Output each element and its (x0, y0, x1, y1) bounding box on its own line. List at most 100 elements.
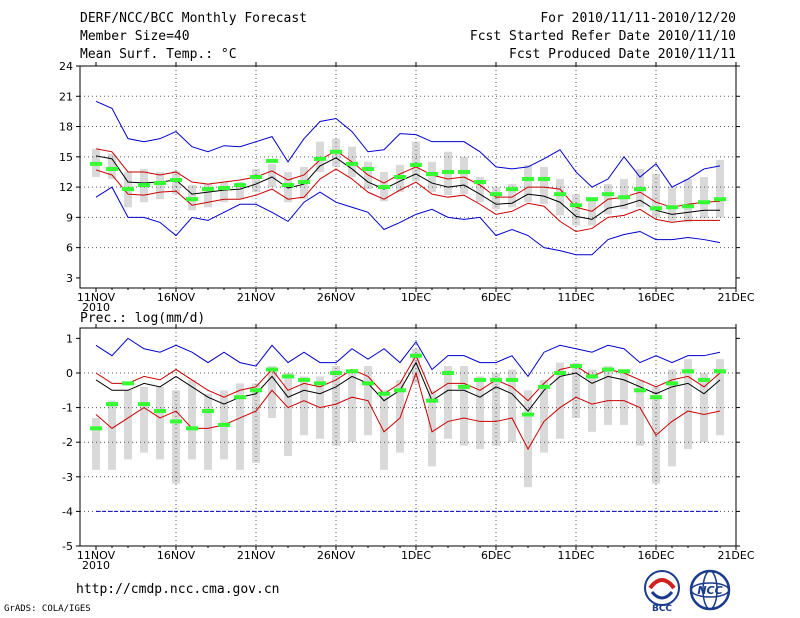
grads-credit: GrADS: COLA/IGES (4, 604, 91, 614)
variable-label: Mean Surf. Temp.: °C (80, 47, 237, 62)
prec-obs-marker (666, 381, 678, 386)
temp-ytick-label: 12 (59, 181, 73, 194)
temp-box (476, 177, 484, 203)
prec-box (636, 379, 644, 446)
prec-xtick-label: 11NOV (77, 549, 116, 562)
prec-obs-marker (314, 381, 326, 386)
prec-obs-marker (394, 388, 406, 393)
temp-box (668, 187, 676, 222)
temp-obs-marker (538, 177, 550, 182)
prec-box (380, 390, 388, 470)
prec-obs-marker (410, 353, 422, 358)
prec-obs-marker (330, 370, 342, 375)
temp-box (684, 179, 692, 223)
prec-obs-marker (682, 369, 694, 374)
prec-box (508, 369, 516, 443)
bcc-logo-text: BCC (652, 604, 672, 612)
prec-series-max (95, 337, 721, 378)
prec-box (300, 376, 308, 436)
temp-box (252, 168, 260, 193)
temp-xtick-label: 11NOV (77, 291, 116, 304)
temp-box (460, 156, 468, 195)
temp-obs-marker (634, 187, 646, 192)
prec-box (492, 372, 500, 446)
prec-obs-marker (378, 391, 390, 396)
prec-box (476, 376, 484, 450)
prec-box (348, 369, 356, 443)
prec-xtick-label: 21DEC (717, 549, 754, 562)
temp-obs-marker (522, 177, 534, 182)
prec-box (108, 400, 116, 470)
temp-obs-marker (490, 192, 502, 197)
temp-obs-marker (330, 149, 342, 154)
temp-obs-marker (410, 162, 422, 167)
prec-xtick-label: 16NOV (157, 549, 196, 562)
temp-box (652, 173, 660, 218)
temp-xtick-label: 11DEC (557, 291, 594, 304)
prec-box (460, 366, 468, 446)
prec-xtick-label: 6DEC (481, 549, 511, 562)
prec-frame (79, 327, 737, 547)
prec-xtick-label: 26NOV (317, 549, 356, 562)
source-url[interactable]: http://cmdp.ncc.cma.gov.cn (76, 582, 280, 597)
temp-xtick-label: 16DEC (637, 291, 674, 304)
temp-obs-marker (362, 166, 374, 171)
temp-obs-marker (234, 183, 246, 188)
prec-box (444, 366, 452, 439)
prec-box (284, 372, 292, 457)
prec-box (668, 369, 676, 467)
prec-obs-marker (474, 377, 486, 382)
temp-obs-marker (474, 180, 486, 185)
prec-obs-marker (634, 388, 646, 393)
prec-series-upper (95, 354, 721, 402)
member-size: Member Size=40 (80, 29, 190, 44)
prec-obs-marker (490, 377, 502, 382)
prec-box (428, 390, 436, 467)
prec-obs-marker (186, 426, 198, 431)
prec-obs-marker (122, 381, 134, 386)
prec-panel: -5 -4 -3 -2 -1 0 1 11NOV 16NOV 21NOV 26NOV 1DEC 6DEC… (62, 324, 755, 572)
prec-ytick-label: -5 (62, 540, 73, 553)
prec-obs-marker (362, 381, 374, 386)
prec-obs-marker (698, 377, 710, 382)
temp-obs-marker (426, 171, 438, 176)
temp-ytick-label: 3 (66, 272, 73, 285)
prec-series-mean (95, 361, 721, 412)
prec-ytick-label: -4 (62, 505, 73, 518)
temp-box (412, 141, 420, 182)
temp-obs-marker (554, 192, 566, 197)
prec-ytick-label: -1 (62, 402, 73, 415)
prec-box (204, 393, 212, 470)
prec-obs-marker (298, 377, 310, 382)
prec-obs-marker (218, 422, 230, 427)
prec-box (556, 362, 564, 439)
temp-obs-marker (138, 183, 150, 188)
temp-box (620, 179, 628, 210)
prec-box (604, 366, 612, 425)
temp-series-lower (95, 168, 720, 233)
prec-obs-marker (170, 419, 182, 424)
temp-xtick-label: 21NOV (237, 291, 276, 304)
prec-box (156, 386, 164, 460)
temp-ytick-label: 9 (66, 211, 73, 224)
temp-obs-marker (682, 204, 694, 209)
prec-box (252, 383, 260, 463)
temp-obs-marker (154, 181, 166, 186)
ncc-logo-text: NCC (697, 584, 722, 597)
temp-series-min (95, 186, 721, 256)
temp-ytick-label: 21 (59, 90, 73, 103)
prec-obs-marker (442, 370, 454, 375)
prec-xtick-label: 11DEC (557, 549, 594, 562)
temp-box (524, 164, 532, 203)
temp-box (108, 153, 116, 180)
prec-ytick-label: 0 (66, 367, 73, 380)
temp-obs-marker (218, 186, 230, 191)
prec-obs-marker (602, 367, 614, 372)
temp-obs-marker (122, 187, 134, 192)
prec-ytick-label: 1 (66, 332, 73, 345)
prec-xtick-label: 1DEC (401, 549, 431, 562)
prec-obs-marker (618, 369, 630, 374)
prec-box (396, 379, 404, 453)
